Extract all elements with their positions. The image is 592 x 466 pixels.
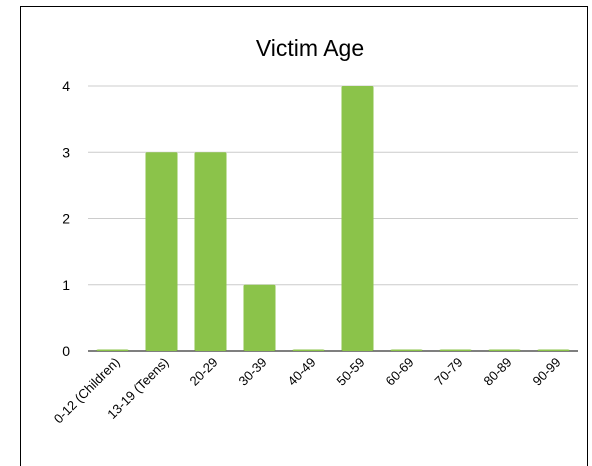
bar — [390, 349, 423, 351]
bar — [96, 349, 129, 351]
y-tick-label: 4 — [62, 78, 70, 94]
y-tick-label: 0 — [62, 343, 70, 359]
bar — [341, 86, 374, 351]
x-tick-label: 30-39 — [236, 355, 270, 389]
y-tick-label: 3 — [62, 144, 70, 160]
x-tick-label: 90-99 — [530, 355, 564, 389]
chart-title: Victim Age — [256, 35, 364, 61]
bar — [439, 349, 472, 351]
x-tick-label: 50-59 — [334, 355, 368, 389]
y-tick-label: 2 — [62, 211, 70, 227]
x-axis-labels: 0-12 (Children)13-19 (Teens) 20-29 30-39 40… — [51, 355, 564, 427]
bar — [292, 349, 325, 351]
chart-frame — [20, 6, 588, 466]
x-tick-label: 40-49 — [285, 355, 319, 389]
x-tick-label: 70-79 — [432, 355, 466, 389]
y-axis-ticks: 0 1 2 3 4 — [62, 78, 70, 359]
bar — [488, 349, 521, 351]
bars — [96, 86, 570, 351]
x-tick-label: 60-69 — [383, 355, 417, 389]
bar — [243, 284, 276, 351]
y-tick-label: 1 — [62, 277, 70, 293]
x-tick-label: 80-89 — [481, 355, 515, 389]
bar — [194, 152, 227, 351]
x-tick-label: 20-29 — [187, 355, 221, 389]
bar — [145, 152, 178, 351]
bar — [537, 349, 570, 351]
